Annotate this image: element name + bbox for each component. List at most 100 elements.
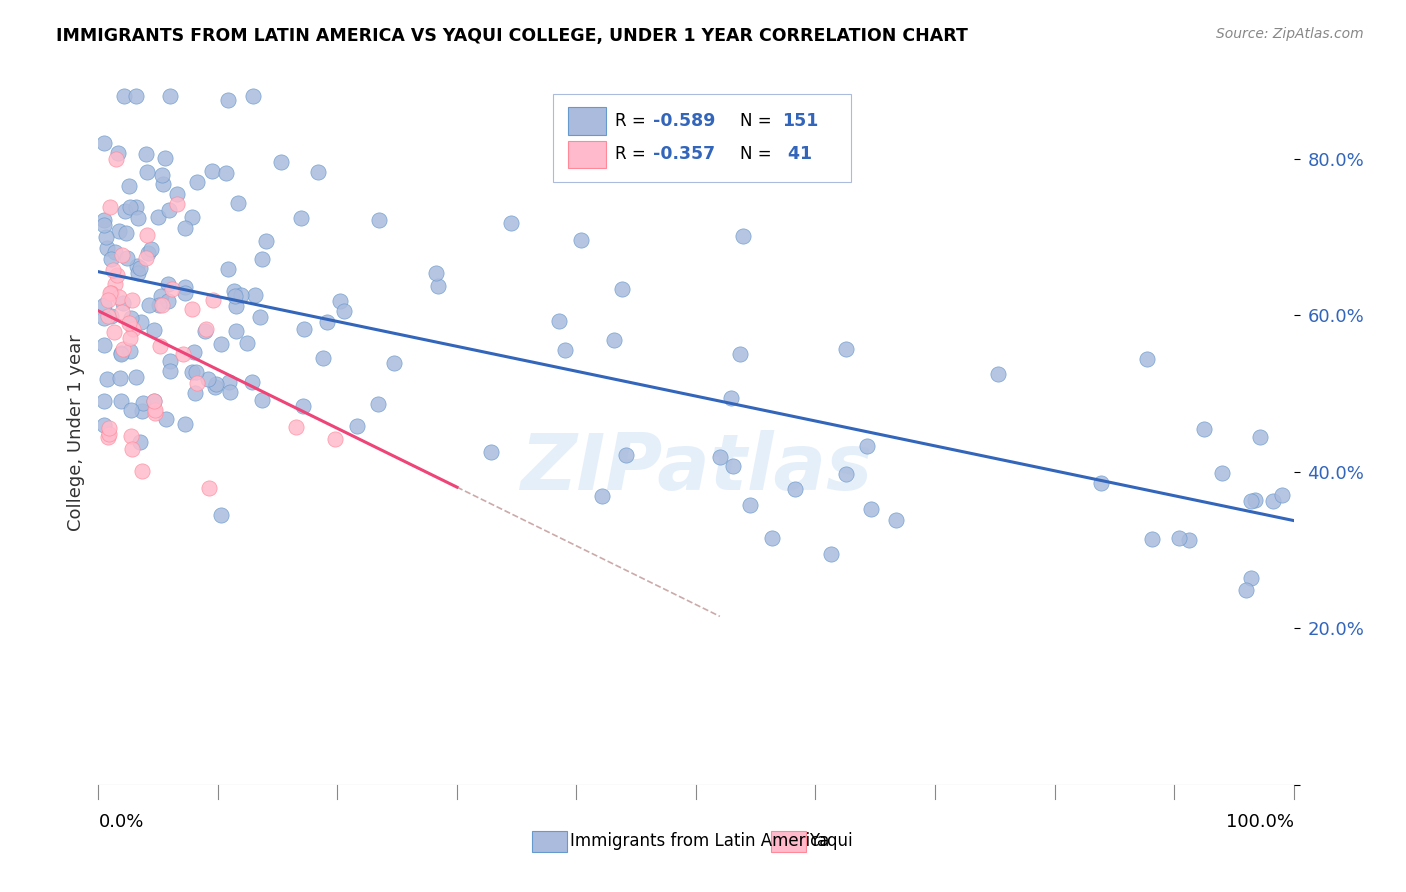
Point [181,301,204,316]
Point [115,251,138,265]
Point [122,322,145,336]
Point [142,393,165,408]
Point [292,399,315,413]
FancyBboxPatch shape [772,831,806,852]
Point [104,277,127,292]
Point [1271,488,1294,502]
Point [127,266,149,280]
Point [93,417,115,432]
Point [149,338,172,352]
Point [859,502,882,516]
Point [591,489,613,503]
Point [135,165,157,179]
Point [1178,533,1201,548]
Point [105,268,128,283]
Point [136,227,159,242]
Text: -0.357: -0.357 [652,145,716,163]
Point [96,230,118,244]
Point [142,394,165,409]
Point [183,345,205,359]
Point [1263,494,1285,508]
Point [100,309,122,323]
Point [243,287,266,301]
Point [174,417,197,431]
Text: Immigrants from Latin America: Immigrants from Latin America [571,832,830,850]
Point [180,210,202,224]
Text: Source: ZipAtlas.com: Source: ZipAtlas.com [1216,27,1364,41]
Point [312,351,335,365]
FancyBboxPatch shape [533,831,567,852]
FancyBboxPatch shape [568,141,606,168]
Point [153,151,176,165]
Point [110,305,132,319]
Point [97,309,120,323]
Point [135,251,157,265]
Point [215,166,238,180]
Point [157,203,180,218]
Point [132,395,155,409]
Point [104,244,127,259]
Point [987,367,1010,381]
Point [761,532,783,546]
Point [382,357,405,371]
Point [740,499,762,513]
Point [118,178,141,193]
Point [499,216,522,230]
Point [548,314,571,328]
Point [159,354,181,368]
Point [292,322,315,336]
Point [733,229,755,244]
Point [131,464,153,478]
FancyBboxPatch shape [568,107,606,135]
Point [150,289,173,303]
Point [307,164,329,178]
Point [125,369,148,384]
Point [270,155,292,169]
Point [131,404,153,418]
Text: Yaqui: Yaqui [810,832,853,850]
Point [728,347,751,361]
Point [112,89,135,103]
Point [155,412,177,426]
Point [98,200,121,214]
Point [1136,351,1159,366]
Point [120,403,142,417]
Point [108,371,131,385]
Point [426,279,449,293]
Text: N =: N = [740,112,778,130]
Point [332,304,354,318]
Point [125,200,148,214]
Point [186,175,208,189]
Point [1090,476,1112,491]
Point [236,335,259,350]
Point [1168,531,1191,545]
Point [856,439,879,453]
Point [150,168,173,182]
Point [146,211,169,225]
Point [96,372,118,386]
Point [117,316,139,330]
Point [107,146,129,161]
Point [129,434,152,449]
Point [820,547,842,561]
Point [1244,492,1267,507]
Text: R =: R = [614,112,651,130]
Point [1240,494,1263,508]
Point [110,346,132,360]
Point [139,242,162,256]
Point [225,324,247,338]
Point [110,346,132,360]
Point [93,213,115,227]
Point [166,196,188,211]
Point [368,213,391,227]
Point [166,186,188,201]
Point [129,315,152,329]
FancyBboxPatch shape [553,95,852,183]
Point [614,448,637,462]
Point [346,419,368,434]
Point [197,372,219,386]
Point [709,450,731,465]
Point [173,221,195,235]
Point [834,343,856,357]
Point [225,299,247,313]
